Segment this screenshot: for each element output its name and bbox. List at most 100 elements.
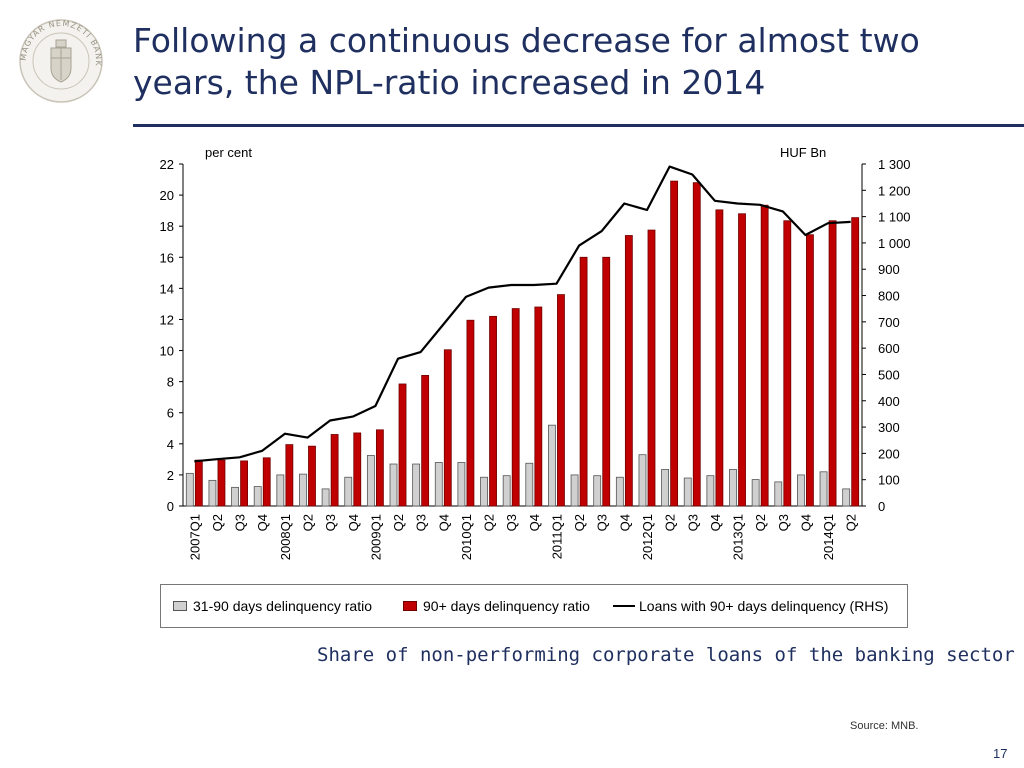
chart-caption: Share of non-performing corporate loans … — [317, 644, 1015, 666]
bar-90plus — [285, 444, 294, 507]
bar-90plus — [647, 229, 656, 507]
category-label: 2012Q1 — [640, 514, 655, 560]
right-tick-label: 1 000 — [878, 236, 911, 251]
bar-31-90 — [321, 488, 330, 507]
right-tick-label: 400 — [878, 394, 900, 409]
bar-90plus — [421, 375, 430, 507]
bar-90plus — [443, 349, 452, 507]
legend-swatch-light — [173, 601, 187, 611]
bar-90plus — [670, 180, 679, 507]
bar-31-90 — [344, 476, 353, 507]
category-label: Q2 — [210, 514, 225, 531]
category-label: Q4 — [255, 514, 270, 531]
category-label: Q3 — [233, 514, 248, 531]
right-tick-label: 100 — [878, 473, 900, 488]
category-label: Q3 — [504, 514, 519, 531]
category-label: Q3 — [414, 514, 429, 531]
category-label: Q2 — [753, 514, 768, 531]
category-label: Q2 — [482, 514, 497, 531]
right-tick-label: 500 — [878, 367, 900, 382]
category-label: 2013Q1 — [731, 514, 746, 560]
bar-90plus — [511, 308, 520, 507]
bar-31-90 — [208, 479, 217, 507]
category-label: Q2 — [572, 514, 587, 531]
bar-90plus — [330, 434, 339, 507]
bar-90plus — [806, 234, 814, 507]
left-tick-label: 16 — [160, 250, 174, 265]
right-tick-label: 1 100 — [878, 210, 911, 225]
bar-90plus — [760, 204, 769, 507]
bar-31-90 — [593, 475, 602, 507]
category-label: Q4 — [436, 514, 451, 531]
category-label: Q3 — [776, 514, 791, 531]
bar-31-90 — [570, 474, 579, 507]
bar-90plus — [375, 429, 384, 507]
right-tick-label: 0 — [878, 499, 885, 514]
bar-90plus — [579, 256, 588, 507]
bar-90plus — [557, 294, 565, 507]
category-label: Q4 — [617, 514, 632, 531]
bar-31-90 — [615, 476, 624, 507]
category-label: Q4 — [346, 514, 361, 531]
bar-90plus — [353, 432, 362, 507]
bar-31-90 — [502, 475, 511, 507]
bar-90plus — [489, 315, 497, 507]
left-tick-label: 6 — [167, 406, 174, 421]
category-label: Q3 — [685, 514, 700, 531]
left-tick-label: 2 — [167, 468, 174, 483]
left-tick-label: 4 — [167, 437, 174, 452]
bar-31-90 — [751, 479, 760, 507]
bar-90plus — [624, 235, 633, 507]
bar-31-90 — [706, 475, 715, 507]
category-label: 2014Q1 — [821, 514, 836, 560]
title-line-1: Following a continuous decrease for almo… — [133, 21, 920, 60]
left-tick-label: 14 — [160, 281, 174, 296]
slide-title: Following a continuous decrease for almo… — [133, 20, 993, 104]
bar-31-90 — [366, 455, 375, 507]
category-label: 2007Q1 — [187, 514, 202, 560]
bar-90plus — [308, 445, 316, 507]
right-tick-label: 800 — [878, 289, 900, 304]
category-label: Q2 — [844, 514, 859, 531]
right-tick-label: 1 200 — [878, 183, 911, 198]
category-label: 2011Q1 — [549, 514, 564, 559]
bar-31-90 — [389, 463, 398, 507]
right-tick-label: 900 — [878, 262, 900, 277]
bar-90plus — [715, 209, 724, 507]
bar-31-90 — [299, 473, 307, 507]
category-label: Q3 — [323, 514, 338, 531]
right-tick-label: 200 — [878, 446, 900, 461]
chart-legend: 31-90 days delinquency ratio 90+ days de… — [160, 584, 908, 628]
bar-31-90 — [842, 488, 851, 507]
legend-label-loans: Loans with 90+ days delinquency (RHS) — [639, 598, 889, 614]
legend-line-swatch — [613, 605, 635, 607]
bar-90plus — [851, 217, 860, 507]
bar-90plus — [262, 457, 271, 507]
category-label: 2010Q1 — [459, 514, 474, 560]
bar-31-90 — [276, 474, 285, 507]
left-tick-label: 10 — [160, 344, 174, 359]
source-note: Source: MNB. — [850, 720, 919, 732]
legend-label-90plus: 90+ days delinquency ratio — [423, 598, 590, 614]
right-tick-label: 700 — [878, 315, 900, 330]
bar-90plus — [602, 256, 611, 507]
legend-label-31-90: 31-90 days delinquency ratio — [193, 598, 373, 614]
line-loans-90plus — [194, 165, 851, 463]
title-line-2: years, the NPL-ratio increased in 2014 — [133, 63, 766, 102]
category-label: Q2 — [391, 514, 406, 531]
bar-31-90 — [231, 486, 239, 507]
category-label: Q4 — [527, 514, 542, 531]
bar-31-90 — [683, 477, 692, 507]
bar-90plus — [240, 460, 248, 507]
category-label: Q4 — [798, 514, 813, 531]
bar-31-90 — [638, 454, 647, 507]
category-label: 2008Q1 — [278, 514, 293, 560]
left-axis-unit-label: per cent — [205, 145, 252, 160]
left-tick-label: 20 — [160, 188, 174, 203]
right-tick-label: 600 — [878, 341, 900, 356]
bar-31-90 — [412, 463, 421, 507]
category-label: Q2 — [300, 514, 315, 531]
left-tick-label: 0 — [167, 499, 174, 514]
bar-90plus — [466, 319, 475, 507]
bar-31-90 — [797, 474, 805, 507]
